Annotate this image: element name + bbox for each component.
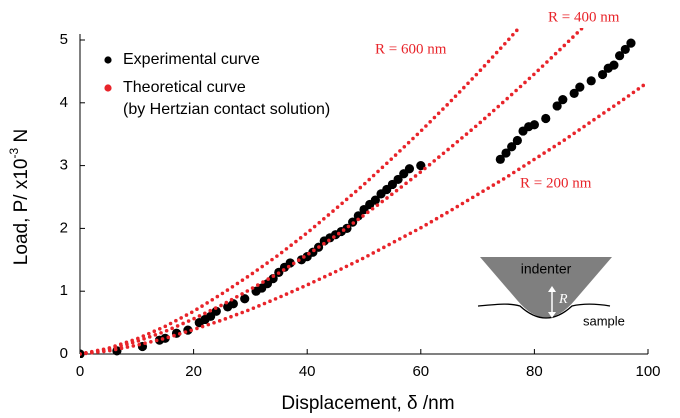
x-tick-label: 40 (299, 363, 316, 380)
x-tick-label: 60 (412, 363, 429, 380)
y-axis-title-part: -3 (7, 147, 21, 158)
y-tick-label: 1 (60, 282, 68, 299)
indenter-label: indenter (521, 261, 572, 277)
data-point (541, 113, 551, 124)
data-point (501, 148, 511, 158)
sample-label: sample (583, 313, 625, 328)
data-point (353, 211, 363, 221)
legend-label: Experimental curve (123, 51, 260, 68)
y-tick-label: 4 (60, 94, 68, 111)
x-tick-label: 0 (76, 363, 84, 380)
data-point (586, 76, 596, 86)
y-axis-title: Load, P/ x10-3 N (7, 129, 32, 265)
plot-area (80, 28, 648, 358)
data-point (597, 69, 608, 80)
data-point (512, 135, 522, 146)
legend-marker (104, 56, 112, 64)
x-tick-label: 80 (526, 363, 543, 380)
x-axis-title: Displacement, δ /nm (281, 393, 454, 414)
data-point (575, 82, 585, 92)
x-tick-label: 20 (185, 363, 202, 380)
data-point (240, 294, 250, 304)
curve-annotation: R = 200 nm (520, 175, 592, 191)
y-axis-title-part: Load, P/ x10 (11, 158, 32, 265)
theory-curve (80, 28, 585, 356)
data-point (615, 51, 625, 61)
curve-annotation: R = 600 nm (375, 41, 447, 57)
legend-label: Theoretical curve (123, 79, 246, 96)
radius-label: R (558, 292, 568, 307)
inset: indenter R sample (477, 257, 625, 328)
theory-curve (80, 80, 648, 356)
data-point (529, 120, 540, 130)
data-point (620, 44, 630, 55)
indenter-tip (517, 300, 575, 318)
theory-curve (80, 28, 522, 356)
data-point (268, 274, 278, 284)
data-point (507, 142, 517, 152)
data-point (626, 38, 636, 48)
data-point (228, 299, 238, 309)
y-tick-label: 0 (60, 345, 68, 362)
data-point (393, 174, 403, 185)
legend-marker (104, 84, 112, 92)
data-point (80, 349, 85, 358)
data-point (495, 154, 505, 164)
data-point (569, 88, 579, 98)
y-tick-label: 5 (60, 31, 68, 48)
y-tick-label: 3 (60, 157, 68, 174)
curve-annotation: R = 400 nm (548, 9, 620, 25)
data-point (552, 101, 562, 111)
data-point (211, 306, 221, 316)
legend-label: (by Hertzian contact solution) (123, 101, 330, 118)
y-tick-label: 2 (60, 219, 68, 236)
data-point (404, 164, 415, 174)
data-point (609, 60, 619, 70)
data-point (370, 195, 380, 205)
y-axis-title-part: N (11, 129, 32, 148)
sample-surface (477, 303, 611, 319)
arrow-head (548, 286, 556, 292)
indenter-shape (480, 257, 612, 300)
data-point (558, 95, 568, 105)
arrow-head (548, 312, 556, 318)
x-tick-label: 100 (635, 363, 660, 380)
data-point (416, 161, 426, 171)
